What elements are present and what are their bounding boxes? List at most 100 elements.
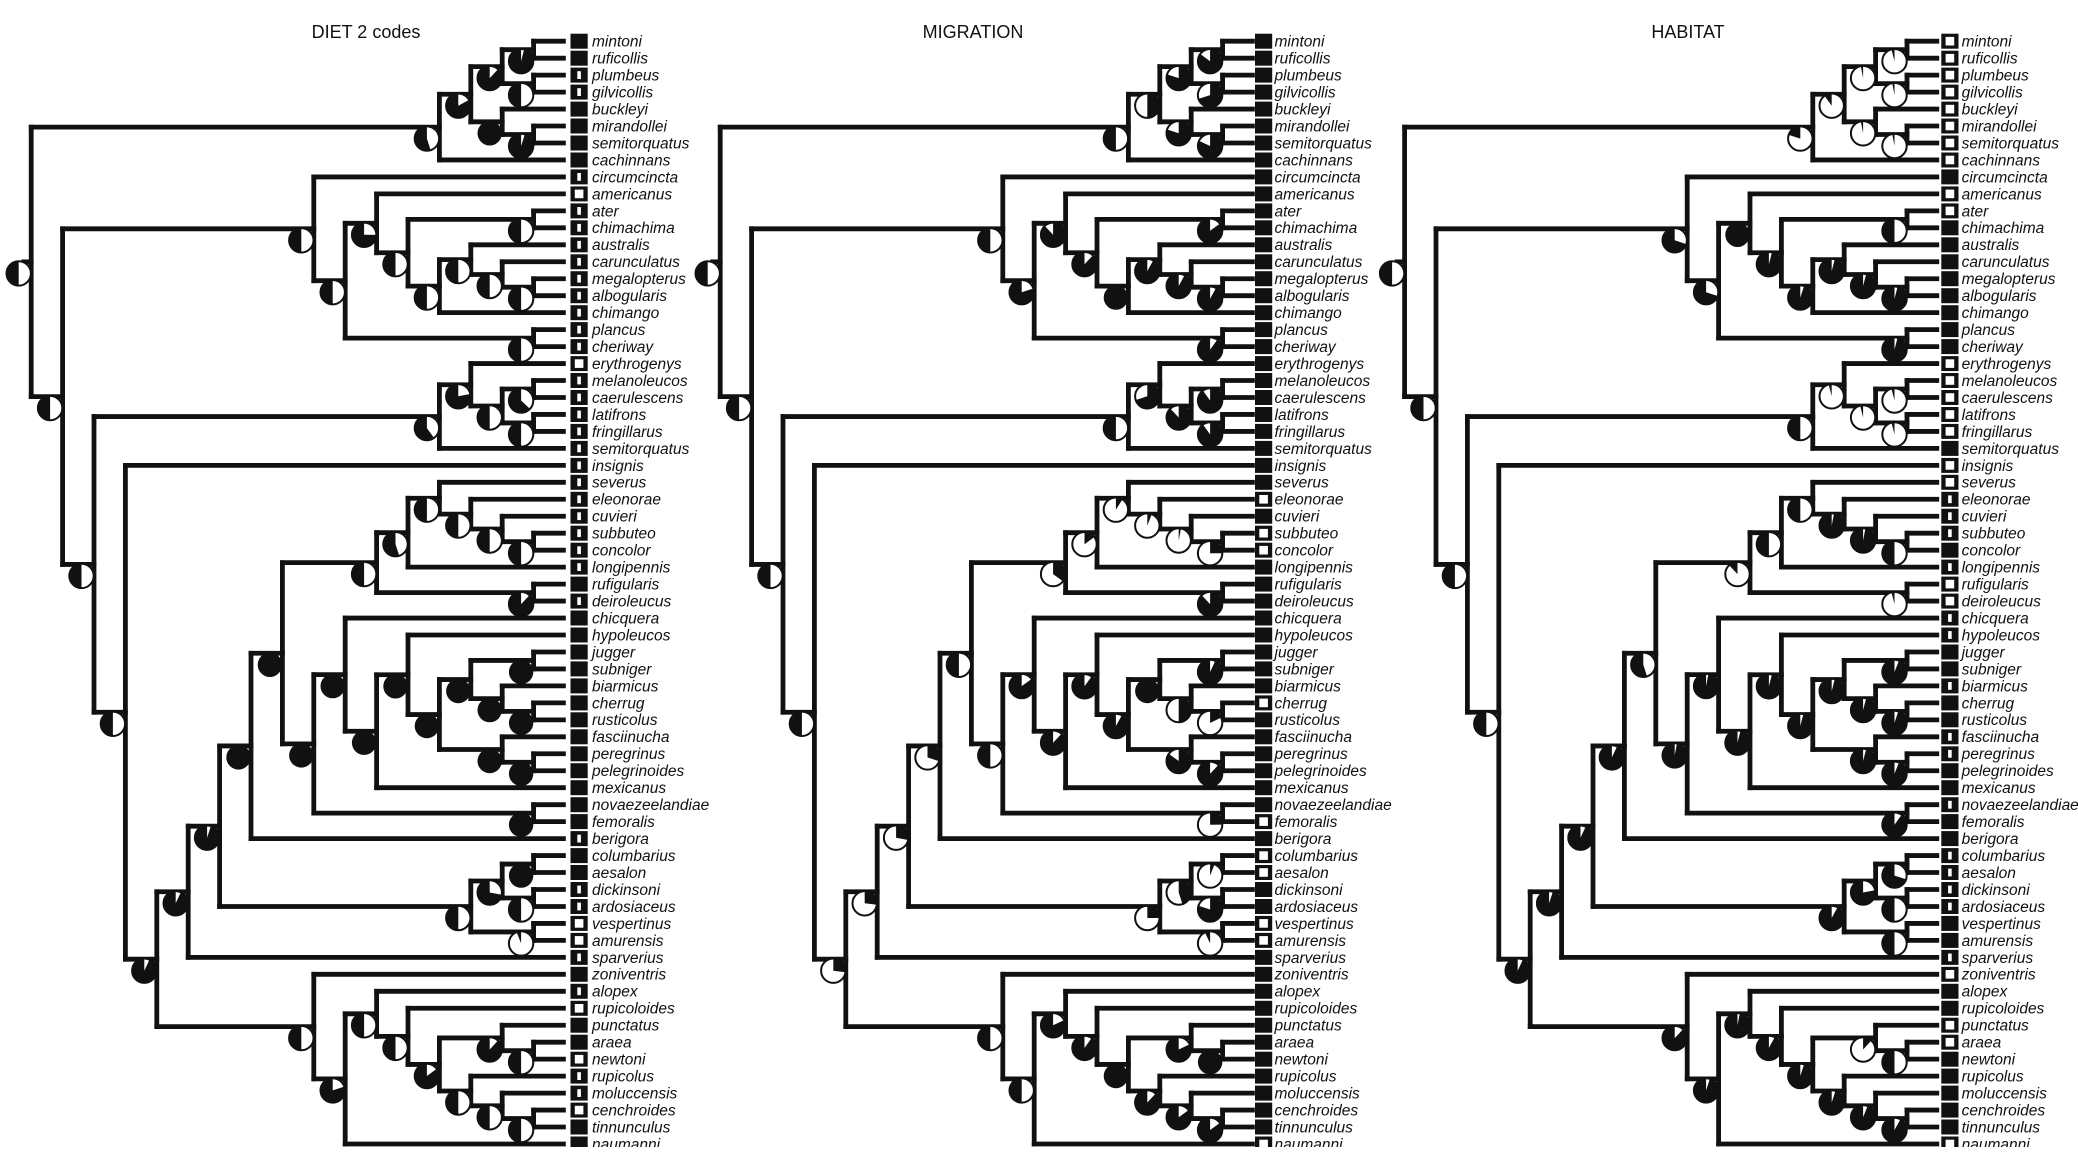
svg-text:longipennis: longipennis (1275, 560, 1354, 577)
svg-text:gilvicollis: gilvicollis (1275, 85, 1336, 102)
svg-text:biarmicus: biarmicus (592, 678, 659, 695)
svg-text:novaezeelandiae: novaezeelandiae (1962, 797, 2078, 814)
svg-text:biarmicus: biarmicus (1962, 678, 2029, 695)
svg-text:mintoni: mintoni (1962, 34, 2013, 51)
svg-text:dickinsoni: dickinsoni (592, 882, 661, 899)
svg-text:chimango: chimango (1962, 305, 2030, 322)
svg-text:novaezeelandiae: novaezeelandiae (592, 797, 710, 814)
svg-text:fringillarus: fringillarus (592, 424, 663, 441)
svg-text:aesalon: aesalon (1962, 865, 2016, 882)
svg-text:circumcincta: circumcincta (592, 169, 679, 186)
svg-text:MIGRATION: MIGRATION (923, 22, 1024, 42)
svg-text:cenchroides: cenchroides (1275, 1103, 1359, 1120)
svg-text:ruficollis: ruficollis (592, 51, 648, 68)
svg-text:cuvieri: cuvieri (592, 509, 637, 526)
svg-text:severus: severus (592, 475, 647, 492)
svg-text:aesalon: aesalon (592, 865, 646, 882)
svg-text:erythrogenys: erythrogenys (1962, 356, 2052, 373)
svg-text:amurensis: amurensis (1962, 933, 2034, 950)
svg-text:punctatus: punctatus (591, 1018, 659, 1035)
svg-text:albogularis: albogularis (592, 288, 667, 305)
svg-text:chimachima: chimachima (592, 220, 675, 237)
svg-text:gilvicollis: gilvicollis (1962, 85, 2023, 102)
svg-text:cuvieri: cuvieri (1275, 509, 1320, 526)
svg-text:concolor: concolor (592, 543, 651, 560)
svg-text:concolor: concolor (1962, 543, 2021, 560)
svg-text:deiroleucus: deiroleucus (1962, 594, 2042, 611)
svg-text:chicquera: chicquera (592, 610, 660, 627)
svg-text:novaezeelandiae: novaezeelandiae (1275, 797, 1393, 814)
svg-text:zoniventris: zoniventris (1274, 967, 1349, 984)
svg-text:carunculatus: carunculatus (1962, 254, 2050, 271)
svg-text:cenchroides: cenchroides (592, 1103, 676, 1120)
svg-text:tinnunculus: tinnunculus (1275, 1119, 1354, 1136)
svg-text:rupicoloides: rupicoloides (592, 1001, 675, 1018)
svg-text:vespertinus: vespertinus (1275, 916, 1355, 933)
svg-text:newtoni: newtoni (1962, 1052, 2016, 1069)
svg-text:ruficollis: ruficollis (1275, 51, 1331, 68)
svg-text:insignis: insignis (592, 458, 644, 475)
svg-text:semitorquatus: semitorquatus (1962, 135, 2060, 152)
svg-text:buckleyi: buckleyi (1962, 102, 2019, 119)
svg-text:chimango: chimango (1275, 305, 1343, 322)
svg-text:amurensis: amurensis (1275, 933, 1347, 950)
svg-text:rusticolus: rusticolus (592, 712, 658, 729)
svg-text:jugger: jugger (1960, 644, 2006, 661)
svg-text:ater: ater (1275, 203, 1303, 220)
svg-text:mexicanus: mexicanus (592, 780, 666, 797)
svg-text:mirandollei: mirandollei (592, 118, 668, 135)
svg-text:amurensis: amurensis (592, 933, 664, 950)
svg-text:DIET 2 codes: DIET 2 codes (312, 22, 421, 42)
svg-text:cenchroides: cenchroides (1962, 1103, 2046, 1120)
svg-text:cherrug: cherrug (1275, 695, 1328, 712)
svg-text:carunculatus: carunculatus (592, 254, 680, 271)
svg-text:megalopterus: megalopterus (1275, 271, 1369, 288)
svg-text:rufigularis: rufigularis (592, 577, 659, 594)
svg-text:cherrug: cherrug (1962, 695, 2015, 712)
svg-text:caerulescens: caerulescens (1275, 390, 1367, 407)
svg-text:peregrinus: peregrinus (591, 746, 665, 763)
svg-text:vespertinus: vespertinus (1962, 916, 2042, 933)
svg-text:ardosiaceus: ardosiaceus (1962, 899, 2046, 916)
svg-text:cachinnans: cachinnans (592, 152, 671, 169)
svg-text:alopex: alopex (1275, 984, 1322, 1001)
svg-text:zoniventris: zoniventris (1961, 967, 2036, 984)
svg-text:araea: araea (592, 1035, 632, 1052)
svg-text:moluccensis: moluccensis (1275, 1086, 1361, 1103)
svg-text:insignis: insignis (1275, 458, 1327, 475)
svg-text:columbarius: columbarius (592, 848, 676, 865)
svg-text:newtoni: newtoni (1275, 1052, 1329, 1069)
svg-text:femoralis: femoralis (592, 814, 655, 831)
svg-text:sparverius: sparverius (1275, 950, 1347, 967)
svg-text:latifrons: latifrons (592, 407, 647, 424)
svg-text:fasciinucha: fasciinucha (1275, 729, 1353, 746)
svg-text:sparverius: sparverius (1962, 950, 2034, 967)
svg-text:plancus: plancus (1274, 322, 1329, 339)
svg-text:araea: araea (1962, 1035, 2002, 1052)
svg-text:alopex: alopex (1962, 984, 2009, 1001)
svg-text:concolor: concolor (1275, 543, 1334, 560)
svg-text:mintoni: mintoni (592, 34, 643, 51)
svg-text:buckleyi: buckleyi (1275, 102, 1332, 119)
svg-text:deiroleucus: deiroleucus (1275, 594, 1355, 611)
svg-text:semitorquatus: semitorquatus (592, 441, 690, 458)
svg-text:aesalon: aesalon (1275, 865, 1329, 882)
svg-text:mexicanus: mexicanus (1275, 780, 1349, 797)
svg-text:rufigularis: rufigularis (1275, 577, 1342, 594)
svg-text:rupicolus: rupicolus (1962, 1069, 2024, 1086)
svg-text:rupicolus: rupicolus (592, 1069, 654, 1086)
svg-text:severus: severus (1962, 475, 2017, 492)
svg-text:chimachima: chimachima (1275, 220, 1358, 237)
svg-text:cuvieri: cuvieri (1962, 509, 2007, 526)
svg-text:ruficollis: ruficollis (1962, 51, 2018, 68)
svg-text:megalopterus: megalopterus (1962, 271, 2056, 288)
svg-text:plancus: plancus (591, 322, 646, 339)
svg-text:fasciinucha: fasciinucha (1962, 729, 2040, 746)
svg-text:ater: ater (1962, 203, 1990, 220)
svg-text:pelegrinoides: pelegrinoides (591, 763, 684, 780)
svg-text:berigora: berigora (1962, 831, 2019, 848)
svg-text:eleonorae: eleonorae (1275, 492, 1344, 509)
svg-text:plumbeus: plumbeus (1274, 68, 1342, 85)
svg-text:melanoleucos: melanoleucos (1962, 373, 2058, 390)
svg-text:latifrons: latifrons (1962, 407, 2017, 424)
